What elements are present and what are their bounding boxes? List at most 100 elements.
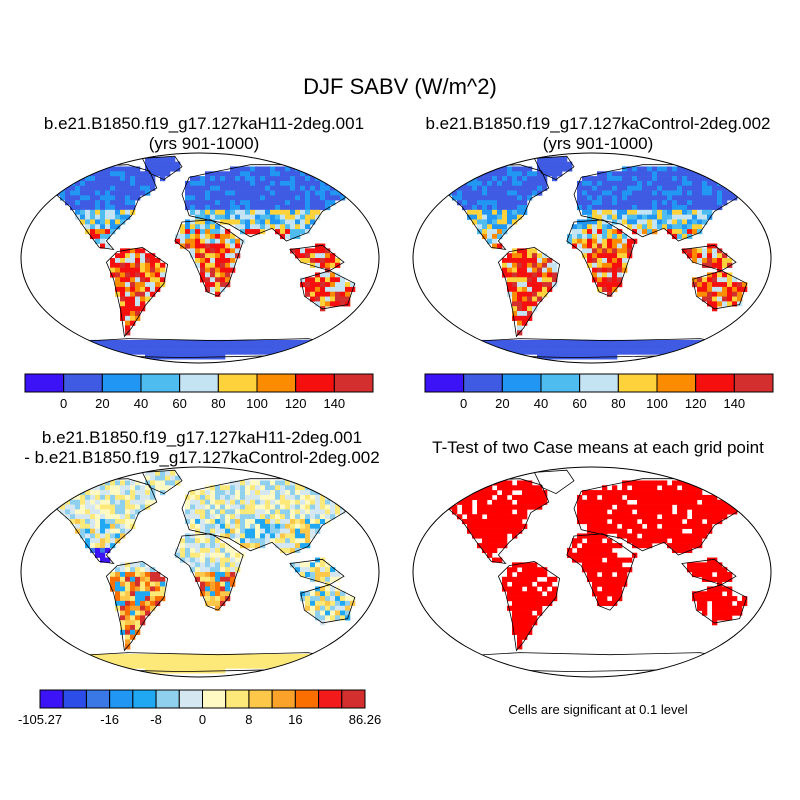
grid-cell <box>125 499 131 505</box>
grid-cell <box>210 538 216 544</box>
grid-cell <box>195 229 201 235</box>
grid-cell <box>85 658 91 664</box>
panel-2-title-line2: (yrs 901-1000) <box>542 134 654 153</box>
grid-cell <box>195 200 201 206</box>
grid-cell <box>50 490 56 496</box>
grid-cell <box>467 509 473 515</box>
grid-cell <box>140 490 146 496</box>
grid-cell <box>482 504 488 510</box>
grid-cell <box>320 557 326 563</box>
grid-cell <box>325 286 331 293</box>
grid-cell <box>712 195 718 201</box>
grid-cell <box>345 171 351 177</box>
grid-cell <box>507 572 513 578</box>
grid-cell <box>125 629 131 635</box>
grid-cell <box>597 552 603 558</box>
grid-cell <box>592 523 598 529</box>
grid-cell <box>230 267 236 273</box>
grid-cell <box>215 562 221 568</box>
grid-cell <box>622 243 628 249</box>
grid-cell <box>712 180 718 187</box>
grid-cell <box>160 272 166 278</box>
grid-cell <box>100 185 106 191</box>
grid-cell <box>75 185 81 191</box>
grid-cell <box>195 238 201 244</box>
grid-cell <box>90 509 96 515</box>
grid-cell <box>742 494 748 501</box>
grid-cell <box>657 171 663 177</box>
grid-cell <box>260 180 266 187</box>
grid-cell <box>310 291 316 297</box>
grid-cell <box>130 596 136 602</box>
grid-cell <box>340 176 346 182</box>
grid-cell <box>315 494 321 501</box>
grid-cell <box>477 528 483 534</box>
grid-cell <box>607 552 613 558</box>
grid-cell <box>632 200 638 206</box>
grid-cell <box>657 349 663 355</box>
grid-cell <box>160 277 166 283</box>
grid-cell <box>115 205 121 211</box>
grid-cell <box>125 586 131 592</box>
grid-cell <box>325 262 331 268</box>
grid-cell <box>95 543 101 549</box>
grid-cell <box>667 171 673 177</box>
grid-cell <box>260 485 266 491</box>
grid-cell <box>310 514 316 520</box>
grid-cell <box>532 248 538 254</box>
grid-cell <box>315 200 321 206</box>
grid-cell <box>310 504 316 510</box>
grid-cell <box>702 572 708 578</box>
grid-cell <box>280 205 286 211</box>
grid-cell <box>577 557 583 563</box>
grid-cell <box>597 286 603 293</box>
grid-cell <box>697 205 703 211</box>
grid-cell <box>200 180 206 187</box>
grid-cell <box>215 490 221 496</box>
grid-cell <box>692 277 698 283</box>
grid-cell <box>110 581 116 587</box>
grid-cell <box>522 620 528 626</box>
grid-cell <box>472 195 478 201</box>
grid-cell <box>205 195 211 201</box>
grid-cell <box>95 528 101 534</box>
grid-cell <box>100 205 106 211</box>
coastline-africa <box>566 533 636 611</box>
grid-cell <box>165 156 171 162</box>
grid-cell <box>657 480 663 486</box>
grid-cell <box>165 344 171 350</box>
grid-cell <box>507 480 513 486</box>
grid-cell <box>717 480 723 486</box>
grid-cell <box>295 533 301 539</box>
grid-cell <box>245 214 251 220</box>
grid-cell <box>135 576 141 582</box>
grid-cell <box>692 533 698 539</box>
grid-cell <box>175 480 181 486</box>
grid-cell <box>345 344 351 350</box>
grid-cell <box>502 344 508 350</box>
grid-cell <box>200 200 206 206</box>
colorbar-box <box>101 373 142 393</box>
grid-cell <box>477 200 483 206</box>
grid-cell <box>652 205 658 211</box>
grid-cell <box>260 504 266 510</box>
grid-cell <box>632 176 638 182</box>
grid-cell <box>130 562 136 568</box>
grid-cell <box>697 504 703 510</box>
grid-cell <box>502 485 508 491</box>
grid-cell <box>310 253 316 259</box>
grid-cell <box>90 166 96 172</box>
grid-cell <box>210 229 216 235</box>
grid-cell <box>702 494 708 501</box>
grid-cell <box>120 301 126 307</box>
grid-cell <box>90 190 96 196</box>
colorbar-label: 60 <box>172 396 186 411</box>
grid-cell <box>662 195 668 201</box>
grid-cell <box>597 219 603 225</box>
grid-cell <box>210 219 216 225</box>
grid-cell <box>512 306 518 312</box>
grid-cell <box>215 176 221 182</box>
grid-cell <box>727 576 733 582</box>
grid-cell <box>717 605 723 611</box>
grid-cell <box>682 229 688 235</box>
